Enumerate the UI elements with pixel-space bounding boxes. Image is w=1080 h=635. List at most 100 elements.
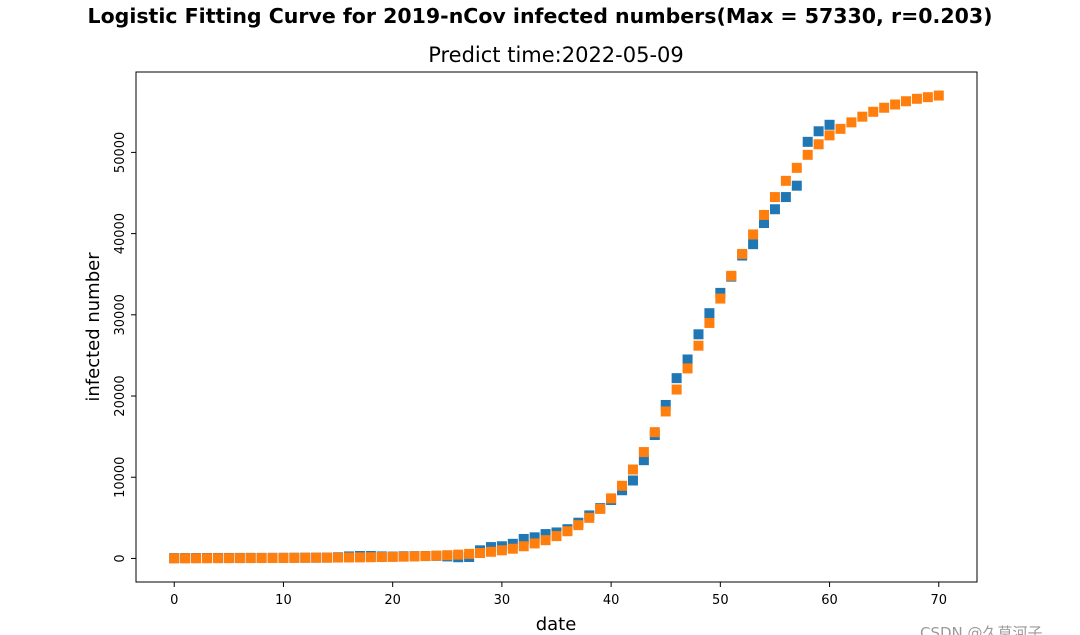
- series-2-point: [890, 99, 901, 110]
- series-1-point: [627, 475, 638, 486]
- series-1-point: [529, 532, 540, 543]
- x-tick-label: 60: [821, 593, 838, 608]
- y-tick-label: 20000: [113, 375, 128, 416]
- series-2-point: [693, 340, 704, 351]
- series-2-point: [682, 363, 693, 374]
- series-1-point: [780, 192, 791, 203]
- series-2-point: [256, 553, 267, 564]
- series-1-point: [715, 287, 726, 298]
- series-2-point: [813, 139, 824, 150]
- chart-title: Predict time:2022-05-09: [428, 43, 684, 67]
- series-2-point: [376, 552, 387, 563]
- figure-suptitle: Logistic Fitting Curve for 2019-nCov inf…: [88, 4, 993, 28]
- series-2-point: [343, 552, 354, 563]
- watermark-text: CSDN @久草河子: [920, 624, 1043, 635]
- series-2-point: [726, 270, 737, 281]
- series-2-point: [234, 553, 245, 564]
- series-1-point: [518, 533, 529, 544]
- x-tick-label: 20: [384, 593, 401, 608]
- series-2-point: [278, 552, 289, 563]
- series-2-point: [562, 526, 573, 537]
- series-2-point: [933, 90, 944, 101]
- series-2-point: [671, 384, 682, 395]
- series-2-point: [485, 546, 496, 557]
- series-2-point: [868, 106, 879, 117]
- series-2-point: [475, 548, 486, 559]
- series-2-point: [737, 248, 748, 259]
- series-2-point: [879, 102, 890, 113]
- series-2-point: [496, 545, 507, 556]
- x-tick-label: 40: [603, 593, 620, 608]
- series-2-point: [606, 493, 617, 504]
- y-axis-label: infected number: [83, 252, 104, 402]
- x-tick-label: 70: [930, 593, 947, 608]
- series-2-point: [169, 553, 180, 564]
- series-2-point: [704, 317, 715, 328]
- series-2-point: [824, 130, 835, 141]
- series-2-point: [464, 548, 475, 559]
- series-2-point: [529, 538, 540, 549]
- series-2-point: [420, 551, 431, 562]
- series-2-point: [911, 93, 922, 104]
- series-2-point: [201, 553, 212, 564]
- x-tick-label: 30: [494, 593, 511, 608]
- series-2-point: [409, 551, 420, 562]
- series-2-point: [617, 480, 628, 491]
- x-tick-label: 50: [712, 593, 729, 608]
- series-2-point: [442, 550, 453, 561]
- series-2-point: [715, 293, 726, 304]
- series-2-point: [398, 551, 409, 562]
- series-2-point: [780, 175, 791, 186]
- series-2-point: [354, 552, 365, 563]
- series-2-point: [638, 447, 649, 458]
- x-tick-label: 0: [170, 593, 178, 608]
- series-1-point: [791, 180, 802, 191]
- series-1-point: [748, 239, 759, 250]
- series-2-point: [453, 549, 464, 560]
- series-2-point: [223, 553, 234, 564]
- series-2-point: [387, 551, 398, 562]
- series-2-point: [922, 92, 933, 103]
- y-tick-label: 50000: [113, 132, 128, 173]
- series-2-point: [322, 552, 333, 563]
- series-2-point: [846, 117, 857, 128]
- y-tick-label: 10000: [113, 457, 128, 498]
- series-2-point: [289, 552, 300, 563]
- series-1-point: [540, 529, 551, 540]
- series-2-point: [212, 553, 223, 564]
- series-2-point: [649, 427, 660, 438]
- series-2-point: [791, 162, 802, 173]
- series-1-point: [638, 455, 649, 466]
- series-2-point: [507, 543, 518, 554]
- series-1-point: [704, 308, 715, 319]
- series-2-point: [769, 192, 780, 203]
- series-1-point: [824, 119, 835, 130]
- series-2-point: [180, 553, 191, 564]
- series-2-point: [365, 552, 376, 563]
- series-1-point: [769, 204, 780, 215]
- series-2-point: [857, 111, 868, 122]
- series-2-point: [901, 96, 912, 107]
- series-1-point: [671, 373, 682, 384]
- series-2-point: [627, 464, 638, 475]
- series-2-point: [431, 550, 442, 561]
- series-2-point: [748, 229, 759, 240]
- series-2-point: [267, 553, 278, 564]
- series-2-point: [540, 535, 551, 546]
- series-2-point: [759, 209, 770, 220]
- y-tick-label: 0: [113, 554, 128, 562]
- series-1-point: [682, 354, 693, 365]
- series-2-point: [573, 520, 584, 531]
- series-1-point: [693, 329, 704, 340]
- y-tick-label: 40000: [113, 213, 128, 254]
- series-2-point: [333, 552, 344, 563]
- series-1-point: [660, 399, 671, 410]
- series-2-point: [584, 512, 595, 523]
- series-2-point: [595, 503, 606, 514]
- series-1-point: [802, 136, 813, 147]
- y-tick-label: 30000: [113, 294, 128, 335]
- x-axis-label: date: [536, 614, 577, 635]
- series-2-point: [660, 406, 671, 417]
- axes-frame: [135, 71, 978, 583]
